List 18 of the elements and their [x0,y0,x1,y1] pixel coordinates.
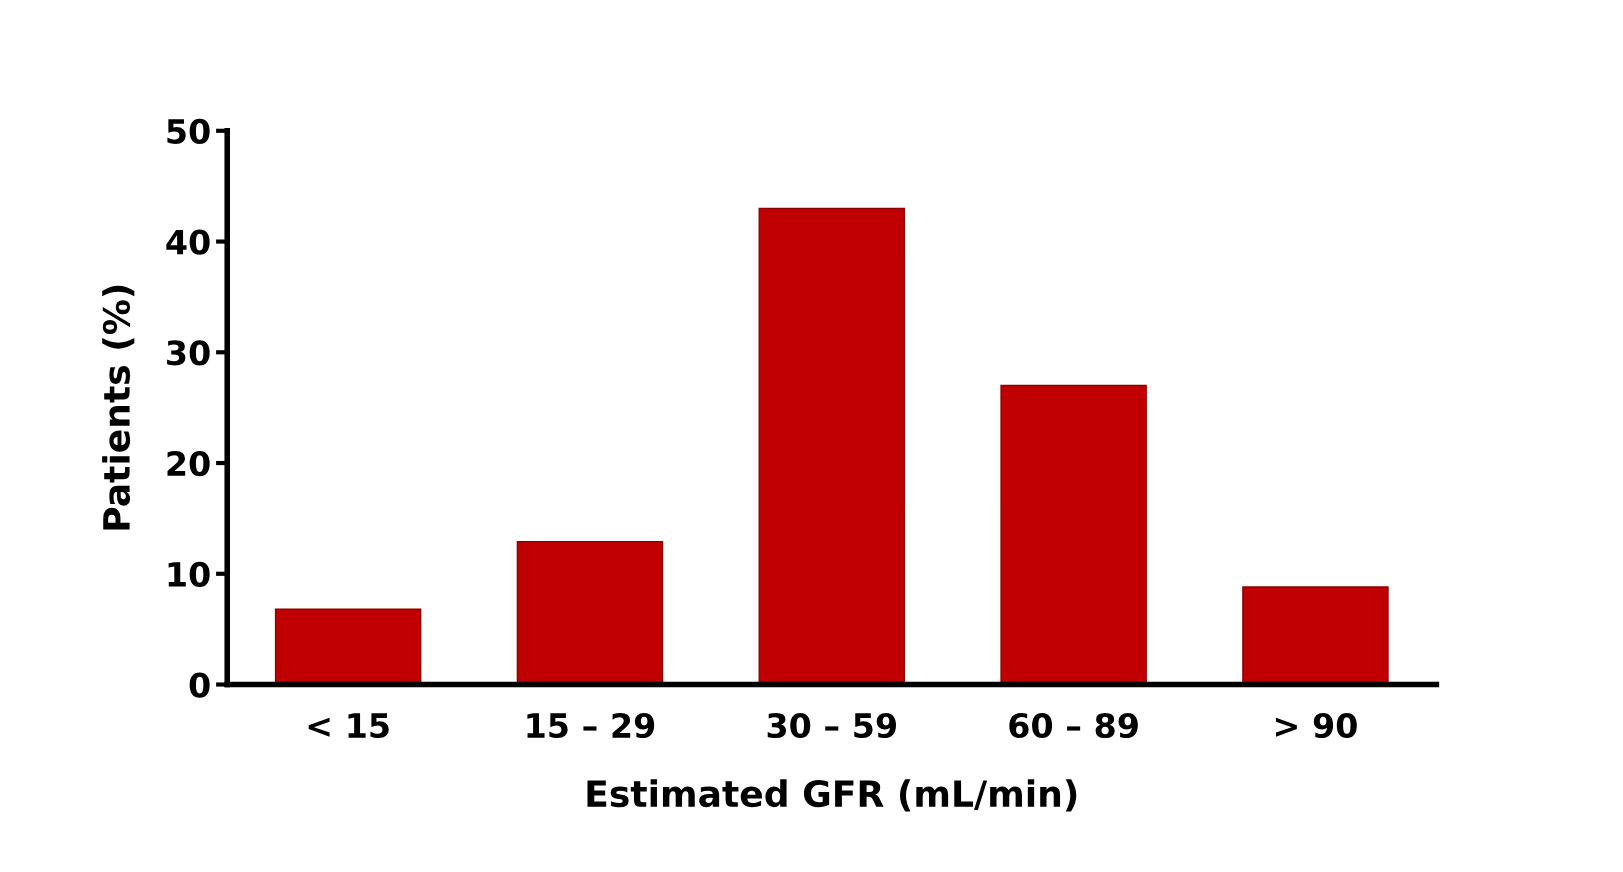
y-tick-label: 50 [167,118,210,144]
bar [1242,586,1389,685]
y-tick-label: 20 [167,450,210,477]
x-tick-label: 60 – 89 [1009,712,1138,739]
x-tick-label: 15 – 29 [527,712,655,739]
y-tick-label: 40 [166,229,210,255]
x-tick-label: < 15 [308,713,389,739]
y-axis-title: Patients (%) [102,285,135,530]
x-tick-label: 30 – 59 [767,712,896,739]
y-tick-label: 30 [167,340,210,366]
y-tick-label: 0 [189,672,210,698]
y-tick-label: 10 [168,561,210,587]
bar [1000,384,1147,685]
x-tick-label: > 90 [1276,712,1357,739]
x-axis-title: Estimated GFR (mL/min) [587,779,1077,812]
bar [758,207,906,685]
bar [516,540,664,685]
bar [274,608,422,685]
